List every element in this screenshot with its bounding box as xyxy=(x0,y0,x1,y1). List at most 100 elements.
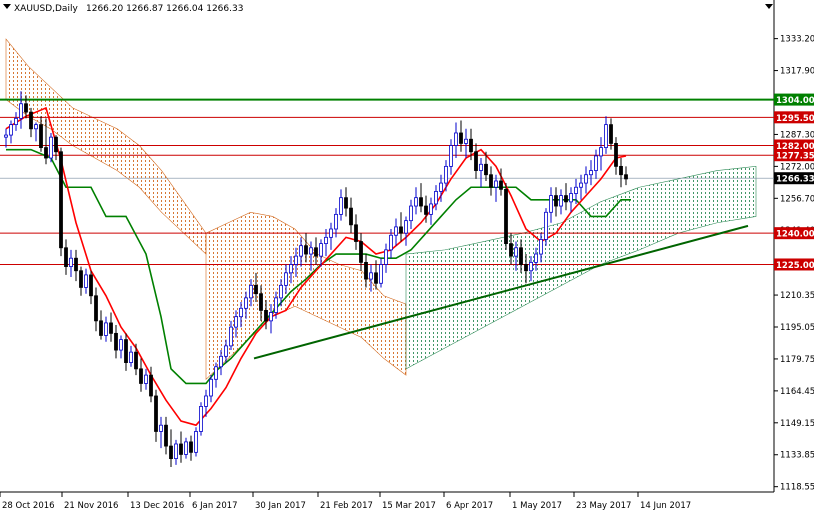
candle-body xyxy=(144,374,148,384)
candle-body xyxy=(289,264,293,274)
price-label-text: 1282.00 xyxy=(776,142,814,152)
candle xyxy=(239,302,243,328)
y-tick-label: 1272.00 xyxy=(780,162,814,172)
candle-body xyxy=(224,345,228,357)
candle xyxy=(329,222,333,250)
candle xyxy=(134,343,138,376)
candle-body xyxy=(364,261,368,280)
candle-body xyxy=(189,441,193,453)
x-tick-label: 14 Jun 2017 xyxy=(640,501,691,511)
candle xyxy=(274,291,278,319)
candle xyxy=(234,310,238,338)
candle xyxy=(439,174,443,202)
candle-body xyxy=(164,424,168,447)
ohlc-readout: 1266.20 1266.87 1266.04 1266.33 xyxy=(86,4,243,14)
candle xyxy=(19,91,23,129)
symbol-label: XAUUSD,Daily xyxy=(14,4,78,14)
candle xyxy=(599,137,603,171)
candle xyxy=(309,241,313,271)
x-tick-label: 6 Jan 2017 xyxy=(192,501,238,511)
candle-body xyxy=(114,332,118,351)
candle-body xyxy=(219,355,223,368)
candle-body xyxy=(34,124,38,130)
x-tick-label: 30 Jan 2017 xyxy=(255,501,306,511)
candle-body xyxy=(299,245,303,257)
candle xyxy=(529,256,533,282)
x-axis-ticks: 28 Oct 2016 21 Nov 2016 13 Dec 2016 6 Jan 2… xyxy=(0,492,691,511)
candle-body xyxy=(344,197,348,209)
candle-body xyxy=(559,195,563,207)
candle-body xyxy=(119,339,123,351)
candle xyxy=(399,212,403,242)
candle-body xyxy=(374,272,378,284)
candle-body xyxy=(149,374,153,397)
candle-body xyxy=(494,180,498,188)
candle-body xyxy=(459,132,463,144)
candle-body xyxy=(104,322,108,336)
candle-body xyxy=(584,174,588,184)
candle xyxy=(179,431,183,463)
candle xyxy=(9,120,13,144)
tenkan-sen-line xyxy=(5,106,627,427)
candle xyxy=(344,187,348,217)
candle xyxy=(279,279,283,307)
candle-body xyxy=(4,134,8,138)
candle xyxy=(609,118,613,150)
corner-left-icon[interactable] xyxy=(3,4,11,9)
candle xyxy=(324,228,328,257)
candle-body xyxy=(384,249,388,265)
candle xyxy=(579,174,583,200)
candle-body xyxy=(194,431,198,453)
candle-body xyxy=(49,136,53,159)
candle-body xyxy=(249,284,253,299)
candle-body xyxy=(429,203,433,215)
candle-body xyxy=(244,297,248,309)
price-label-text: 1277.35 xyxy=(776,152,814,162)
candle-body xyxy=(319,243,323,257)
candle-body xyxy=(349,207,353,226)
candle-body xyxy=(554,195,558,207)
candle-body xyxy=(19,103,23,119)
candle-body xyxy=(414,197,418,207)
candle xyxy=(574,178,578,204)
candle xyxy=(434,185,438,211)
candle xyxy=(189,435,193,461)
candle-body xyxy=(519,247,523,265)
price-label-text: 1225.00 xyxy=(776,261,814,271)
candle xyxy=(474,143,478,179)
candle xyxy=(94,287,98,332)
candle xyxy=(304,233,308,263)
candle-body xyxy=(394,226,398,236)
candle xyxy=(414,187,418,215)
y-tick-label: 1317.90 xyxy=(780,67,814,77)
candle-body xyxy=(434,191,438,205)
candle-body xyxy=(184,441,188,455)
price-label-text: 1295.50 xyxy=(776,114,814,124)
candle-body xyxy=(489,174,493,188)
candle-body xyxy=(209,378,213,397)
candle-body xyxy=(504,188,508,245)
support-trendline xyxy=(253,224,749,360)
y-tick-label: 1210.35 xyxy=(780,291,814,301)
candle xyxy=(589,160,593,186)
candle-body xyxy=(529,261,533,272)
corner-right-icon[interactable] xyxy=(765,4,773,9)
candle xyxy=(454,122,458,159)
candle xyxy=(54,135,58,161)
x-tick-label: 13 Dec 2016 xyxy=(130,501,184,511)
candle xyxy=(174,439,178,465)
candle-body xyxy=(269,312,273,322)
candle-body xyxy=(24,103,28,113)
candle-body xyxy=(474,151,478,171)
candle xyxy=(184,437,188,459)
candle xyxy=(534,247,538,271)
candle xyxy=(44,118,48,165)
y-tick-label: 1195.05 xyxy=(780,323,814,333)
kumo-segment xyxy=(5,38,207,255)
candle xyxy=(359,233,363,271)
candle-body xyxy=(444,165,448,184)
candle-body xyxy=(264,310,268,322)
y-tick-label: 1333.20 xyxy=(780,35,814,45)
candle xyxy=(284,264,288,294)
